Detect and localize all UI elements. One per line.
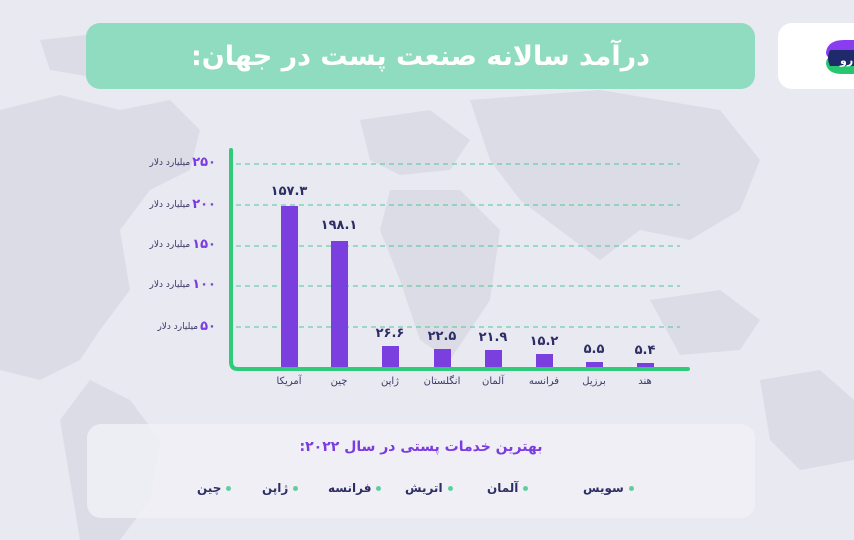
bar-value-label: ۱۹۸.۱ — [320, 218, 358, 233]
bar-value-label: ۲۶.۶ — [375, 326, 405, 341]
bar-germany — [485, 350, 502, 367]
bar-value-label: ۵.۵ — [583, 342, 605, 357]
service-item: فرانسه — [328, 481, 382, 495]
bar-china — [331, 241, 348, 367]
x-category-label: چین — [330, 376, 348, 387]
best-postal-services-card: بهترین خدمات پستی در سال ۲۰۲۲: سویس آلما… — [87, 424, 755, 518]
bullet-icon — [628, 485, 634, 491]
x-category-label: فرانسه — [528, 376, 560, 387]
x-category-label: هند — [638, 376, 652, 387]
service-item: اتریش — [405, 481, 453, 495]
svg-text:رو: رو — [839, 54, 853, 67]
y-tick-200: ۲۰۰ میلیارد دلار — [149, 197, 217, 212]
x-category-label: برزیل — [582, 376, 606, 387]
page-title: درآمد سالانه صنعت پست در جهان: — [190, 40, 651, 72]
chart-axis — [229, 148, 690, 371]
bar-usa — [281, 206, 298, 367]
y-tick-150: ۱۵۰ میلیارد دلار — [149, 237, 217, 252]
logo-card: رو — [778, 23, 854, 89]
bar-value-label: ۲۱.۹ — [478, 330, 508, 345]
x-category-label: ژاپن — [380, 376, 399, 387]
x-category-label: آمریکا — [276, 376, 302, 387]
y-tick-250: ۲۵۰ میلیارد دلار — [149, 155, 217, 170]
bar-brazil — [586, 362, 603, 367]
y-tick-50: ۵۰ میلیارد دلار — [157, 319, 216, 334]
service-item: چین — [197, 481, 232, 495]
bar-japan — [382, 346, 399, 367]
bullet-icon — [447, 485, 453, 491]
x-category-label: انگلستان — [423, 376, 461, 387]
bar-value-label: ۵.۴ — [634, 343, 656, 358]
bullet-icon — [376, 485, 382, 491]
bar-value-label: ۲۲.۵ — [427, 329, 457, 344]
title-banner: درآمد سالانه صنعت پست در جهان: — [86, 23, 755, 89]
bullet-icon — [293, 485, 299, 491]
bar-england — [434, 349, 451, 367]
bar-india — [637, 363, 654, 367]
service-item: آلمان — [487, 481, 529, 495]
bar-value-label: ۱۵.۲ — [529, 334, 559, 349]
bar-value-label: ۱۵۷.۳ — [270, 184, 308, 199]
chart-plot-area — [229, 148, 690, 371]
x-category-label: آلمان — [482, 376, 504, 387]
bullet-icon — [523, 485, 529, 491]
service-item: ژاپن — [262, 481, 299, 495]
y-tick-100: ۱۰۰ میلیارد دلار — [149, 277, 217, 292]
brand-logo-icon: رو — [826, 40, 854, 74]
best-services-title: بهترین خدمات پستی در سال ۲۰۲۲: — [299, 439, 543, 455]
bullet-icon — [226, 485, 232, 491]
revenue-bar-chart: ۲۵۰ میلیارد دلار ۲۰۰ میلیارد دلار ۱۵۰ میلیا… — [149, 148, 690, 387]
service-item: سویس — [583, 481, 634, 495]
bar-france — [536, 354, 553, 367]
